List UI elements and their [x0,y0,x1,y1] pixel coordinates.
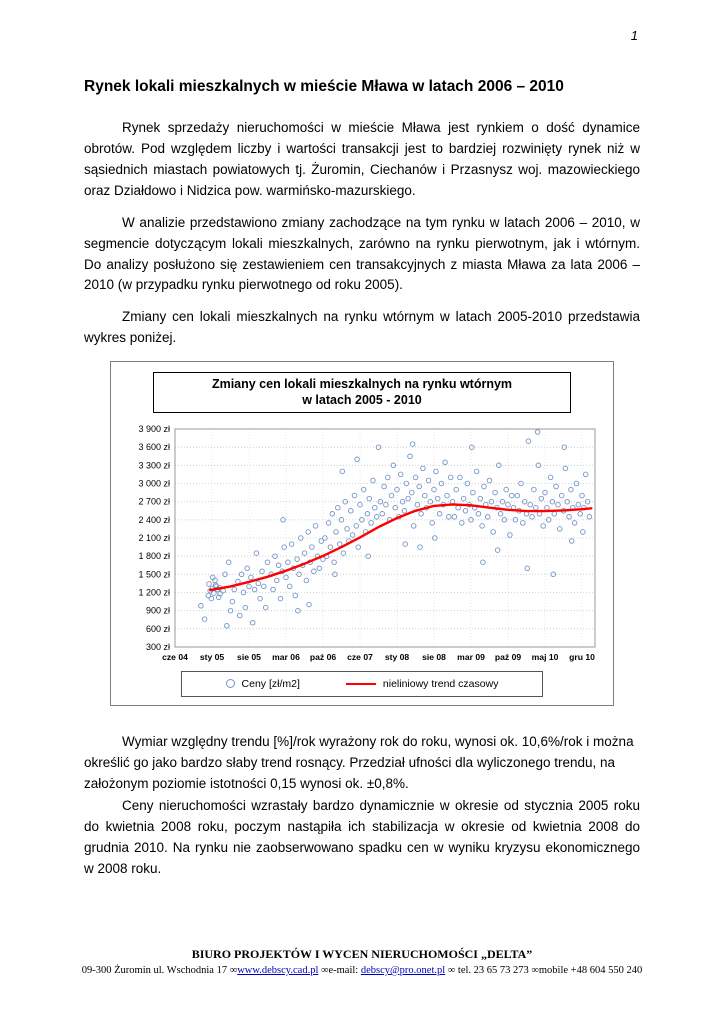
svg-text:3 000 zł: 3 000 zł [138,478,170,488]
svg-text:sie 05: sie 05 [237,652,261,662]
axis-tick-labels: cze 04 sty 05 sie 05 mar 06 paź 06 cze 07 sty … [138,424,595,662]
svg-text:3 600 zł: 3 600 zł [138,442,170,452]
paragraph-trend-dimension: Wymiar względny trendu [%]/rok wyrażony … [84,733,634,791]
svg-text:maj 10: maj 10 [532,652,559,662]
svg-text:gru 10: gru 10 [569,652,595,662]
trend-line-icon [345,682,376,685]
svg-text:2 400 zł: 2 400 zł [138,515,170,525]
paragraph-market-overview: Rynek sprzedaży nieruchomości w mieście … [84,120,640,198]
svg-text:2 100 zł: 2 100 zł [138,533,170,543]
footer-contact-line: 09-300 Żuromin ul. Wschodnia 17 ∞www.deb… [0,965,724,976]
chart-title-line1: Zmiany cen lokali mieszkalnych na rynku … [211,377,513,392]
svg-text:sty 08: sty 08 [385,652,410,662]
svg-text:sie 08: sie 08 [422,652,446,662]
chart-title-line2: w latach 2005 - 2010 [302,393,422,408]
footer-website-link[interactable]: www.debscy.cad.pl [237,965,319,976]
svg-text:mar 09: mar 09 [457,652,485,662]
chart-title: Zmiany cen lokali mieszkalnych na rynku … [153,372,571,413]
svg-text:3 900 zł: 3 900 zł [138,424,170,434]
footer-company-name: BIURO PROJEKTÓW I WYCEN NIERUCHOMOŚCI „D… [191,947,533,961]
paragraph-chart-intro: Zmiany cen lokali mieszkalnych na rynku … [84,309,640,346]
page-footer: BIURO PROJEKTÓW I WYCEN NIERUCHOMOŚCI „D… [0,947,724,976]
footer-address: 09-300 Żuromin ul. Wschodnia 17 ∞ [81,965,238,976]
trend-line [209,502,593,592]
paragraph-analysis-scope: W analizie przedstawiono zmiany zachodzą… [84,214,640,293]
svg-text:1 800 zł: 1 800 zł [138,551,170,561]
footer-phone: ∞ tel. 23 65 73 273 ∞mobile +48 604 550 … [445,965,643,976]
svg-text:3 300 zł: 3 300 zł [138,460,170,470]
chart-plot-svg: cze 04 sty 05 sie 05 mar 06 paź 06 cze 07 sty … [138,424,596,662]
chart-legend: Ceny [zł/m2] nieliniowy trend czasowy [181,670,543,697]
scatter-points [198,428,593,629]
footer-email-link[interactable]: debscy@pro.onet.pl [360,965,446,976]
legend-label-prices: Ceny [zł/m2] [241,677,300,690]
legend-item-prices: Ceny [zł/m2] [225,677,300,690]
svg-text:300 zł: 300 zł [146,642,170,652]
paragraph-price-dynamics: Ceny nieruchomości wzrastały bardzo dyna… [84,798,640,877]
svg-text:1 500 zł: 1 500 zł [138,569,170,579]
svg-text:paź 09: paź 09 [495,652,521,662]
page-number: 1 [630,28,638,43]
svg-text:900 zł: 900 zł [146,605,170,615]
scatter-marker-icon [225,679,235,689]
page-content: Rynek lokali mieszkalnych w mieście Mław… [84,78,640,877]
price-chart: Zmiany cen lokali mieszkalnych na rynku … [110,361,614,706]
svg-text:cze 07: cze 07 [347,652,373,662]
legend-label-trend: nieliniowy trend czasowy [382,677,499,690]
svg-text:paź 06: paź 06 [310,652,336,662]
document-title: Rynek lokali mieszkalnych w mieście Mław… [84,78,564,95]
svg-text:600 zł: 600 zł [146,624,170,634]
svg-text:cze 04: cze 04 [162,652,188,662]
svg-text:sty 05: sty 05 [200,652,225,662]
svg-text:2 700 zł: 2 700 zł [138,496,170,506]
legend-item-trend: nieliniowy trend czasowy [345,677,499,690]
svg-text:1 200 zł: 1 200 zł [138,587,170,597]
svg-text:mar 06: mar 06 [272,652,300,662]
chart-axes [174,428,596,648]
footer-email-label: ∞e-mail: [318,965,361,976]
